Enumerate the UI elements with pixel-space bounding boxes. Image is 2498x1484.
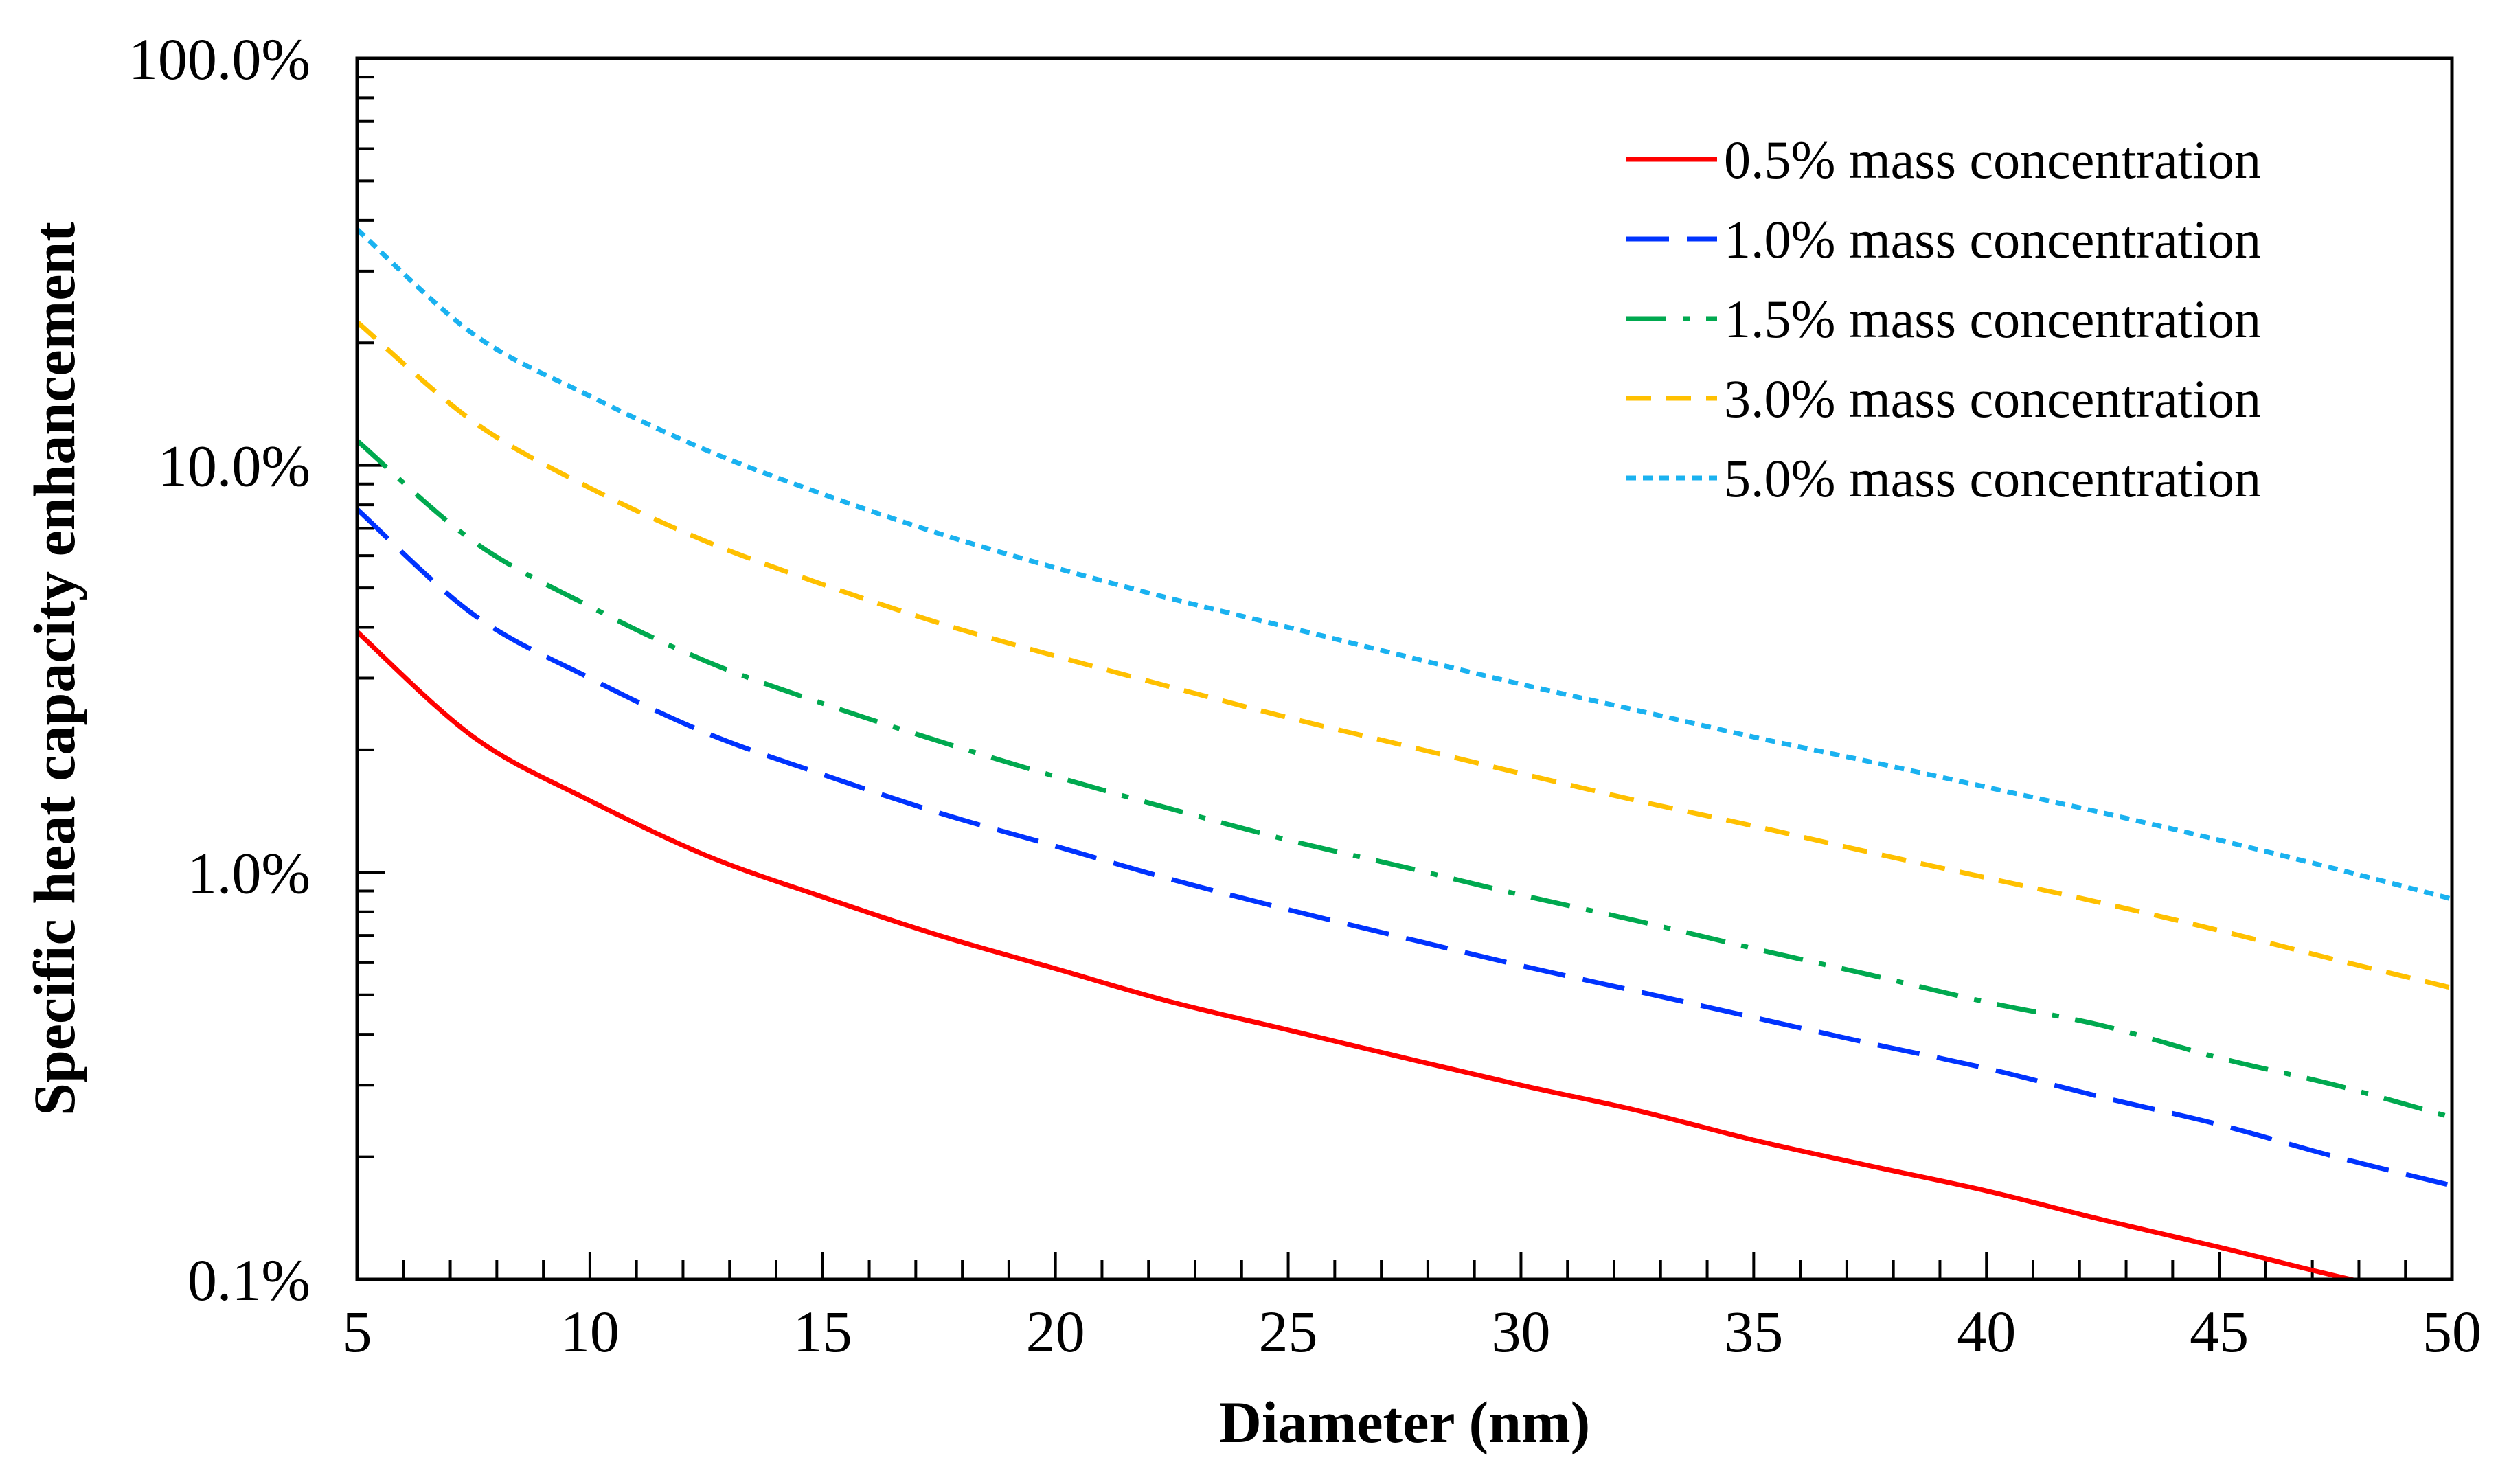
x-tick-label: 10 [560,1299,620,1365]
y-tick-label: 1.0% [188,840,310,906]
series-line-4 [357,320,2452,991]
legend-label-1: 0.5% mass concentration [1724,130,2261,190]
x-tick-label: 45 [2190,1299,2249,1365]
series-line-5 [357,227,2452,902]
x-tick-label: 40 [1957,1299,2016,1365]
x-axis-title: Diameter (nm) [1219,1389,1590,1455]
legend-label-3: 1.5% mass concentration [1724,289,2261,349]
x-tick-label: 20 [1026,1299,1085,1365]
y-tick-label: 10.0% [158,433,310,499]
x-minor-ticks [356,1252,2453,1279]
plot-area-frame [355,56,2454,1281]
x-tick-labels: 5 10 15 20 25 30 35 40 45 50 [343,1299,2482,1365]
x-tick-label: 25 [1259,1299,1318,1365]
legend-label-2: 1.0% mass concentration [1724,209,2261,269]
x-tick-label: 15 [793,1299,852,1365]
x-tick-label: 5 [343,1299,372,1365]
y-tick-label: 0.1% [188,1247,310,1313]
legend-label-5: 5.0% mass concentration [1724,448,2261,508]
legend: 0.5% mass concentration 1.0% mass concent… [1626,130,2261,508]
legend-label-4: 3.0% mass concentration [1724,369,2261,429]
y-tick-label: 100.0% [128,26,310,92]
x-tick-label: 50 [2422,1299,2482,1365]
x-tick-label: 30 [1491,1299,1550,1365]
y-tick-labels: 0.1% 1.0% 10.0% 100.0% [128,26,310,1313]
y-axis-title: Specific heat capacity enhancement [21,222,87,1116]
series-line-1 [357,630,2362,1279]
series-lines [357,227,2452,1279]
series-line-3 [357,439,2452,1120]
x-tick-label: 35 [1724,1299,1783,1365]
